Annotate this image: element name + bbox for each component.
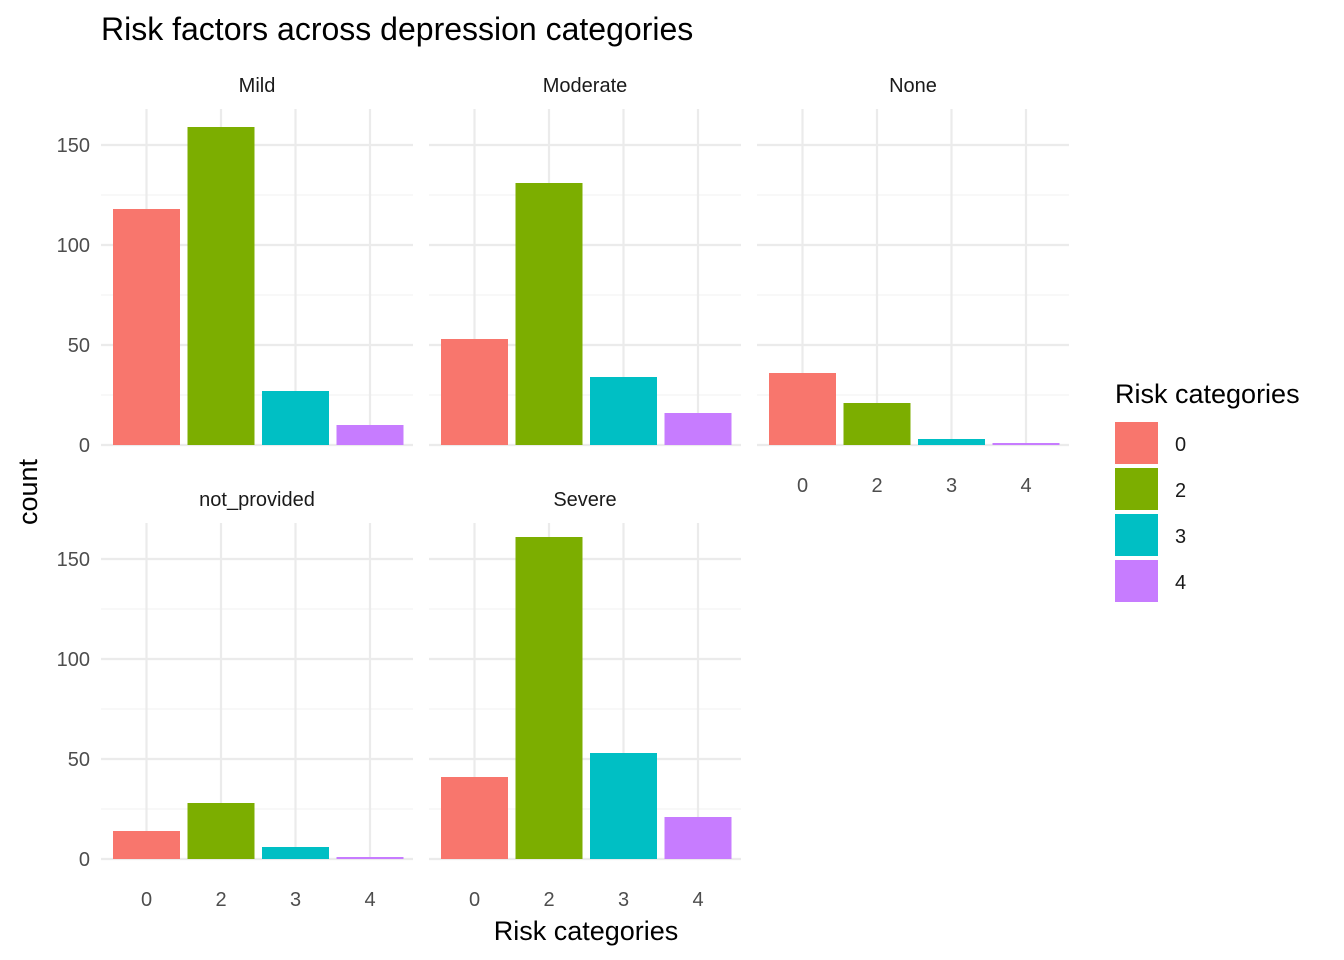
bar-not-provided-0 [113,831,180,859]
facet-strip-label: Moderate [543,75,628,97]
bar-none-4 [992,443,1060,445]
chart-title: Risk factors across depression categorie… [101,11,693,47]
x-tick-label: 0 [469,889,480,911]
y-tick-label: 0 [79,435,90,457]
bar-severe-3 [590,753,657,859]
bar-severe-4 [664,817,732,859]
x-tick-label: 4 [364,889,375,911]
bar-moderate-3 [590,377,657,445]
bar-mild-0 [113,209,180,445]
legend-key-2 [1115,468,1158,510]
bar-none-2 [843,403,911,445]
bar-mild-2 [187,127,255,445]
legend: Risk categories 0 2 3 4 [1115,379,1300,602]
legend-label: 2 [1175,480,1186,502]
bar-mild-4 [336,425,404,445]
legend-label: 0 [1175,434,1186,456]
y-tick-label: 50 [68,749,90,771]
bar-none-3 [918,439,985,445]
x-tick-label: 2 [543,889,554,911]
panel-not-provided: not_provided 0 50 100 150 0 2 3 4 [57,489,413,911]
x-axis-title: Risk categories [494,916,679,946]
bar-severe-2 [515,537,583,859]
x-tick-label: 4 [1020,475,1031,497]
x-tick-label: 2 [215,889,226,911]
facet-strip-label: not_provided [199,489,315,511]
bar-not-provided-4 [336,857,404,859]
x-tick-label: 3 [946,475,957,497]
facet-strip-label: Severe [553,489,616,511]
facet-strip-label: Mild [239,75,276,97]
bar-mild-3 [262,391,329,445]
legend-key-4 [1115,560,1158,602]
legend-title: Risk categories [1115,379,1300,409]
bar-moderate-0 [441,339,508,445]
x-tick-label: 0 [797,475,808,497]
panel-moderate: Moderate [429,75,741,447]
legend-key-0 [1115,422,1158,464]
y-tick-label: 150 [57,549,90,571]
bar-moderate-2 [515,183,583,445]
x-tick-label: 3 [618,889,629,911]
y-axis-title: count [13,458,43,525]
bar-moderate-4 [664,413,732,445]
y-tick-label: 0 [79,849,90,871]
panel-mild: Mild 0 50 100 150 [57,75,413,457]
y-tick-label: 50 [68,335,90,357]
bar-none-0 [769,373,836,445]
facet-strip-label: None [889,75,937,97]
bar-not-provided-2 [187,803,255,859]
bar-not-provided-3 [262,847,329,859]
legend-key-3 [1115,514,1158,556]
y-tick-label: 100 [57,235,90,257]
bar-severe-0 [441,777,508,859]
legend-label: 4 [1175,572,1186,594]
x-tick-label: 3 [290,889,301,911]
x-tick-label: 4 [692,889,703,911]
y-tick-label: 100 [57,649,90,671]
x-tick-label: 0 [141,889,152,911]
panel-none: None 0 2 3 4 [757,75,1069,497]
x-tick-label: 2 [871,475,882,497]
panel-severe: Severe 0 2 3 4 [429,489,741,911]
y-tick-label: 150 [57,135,90,157]
legend-label: 3 [1175,526,1186,548]
